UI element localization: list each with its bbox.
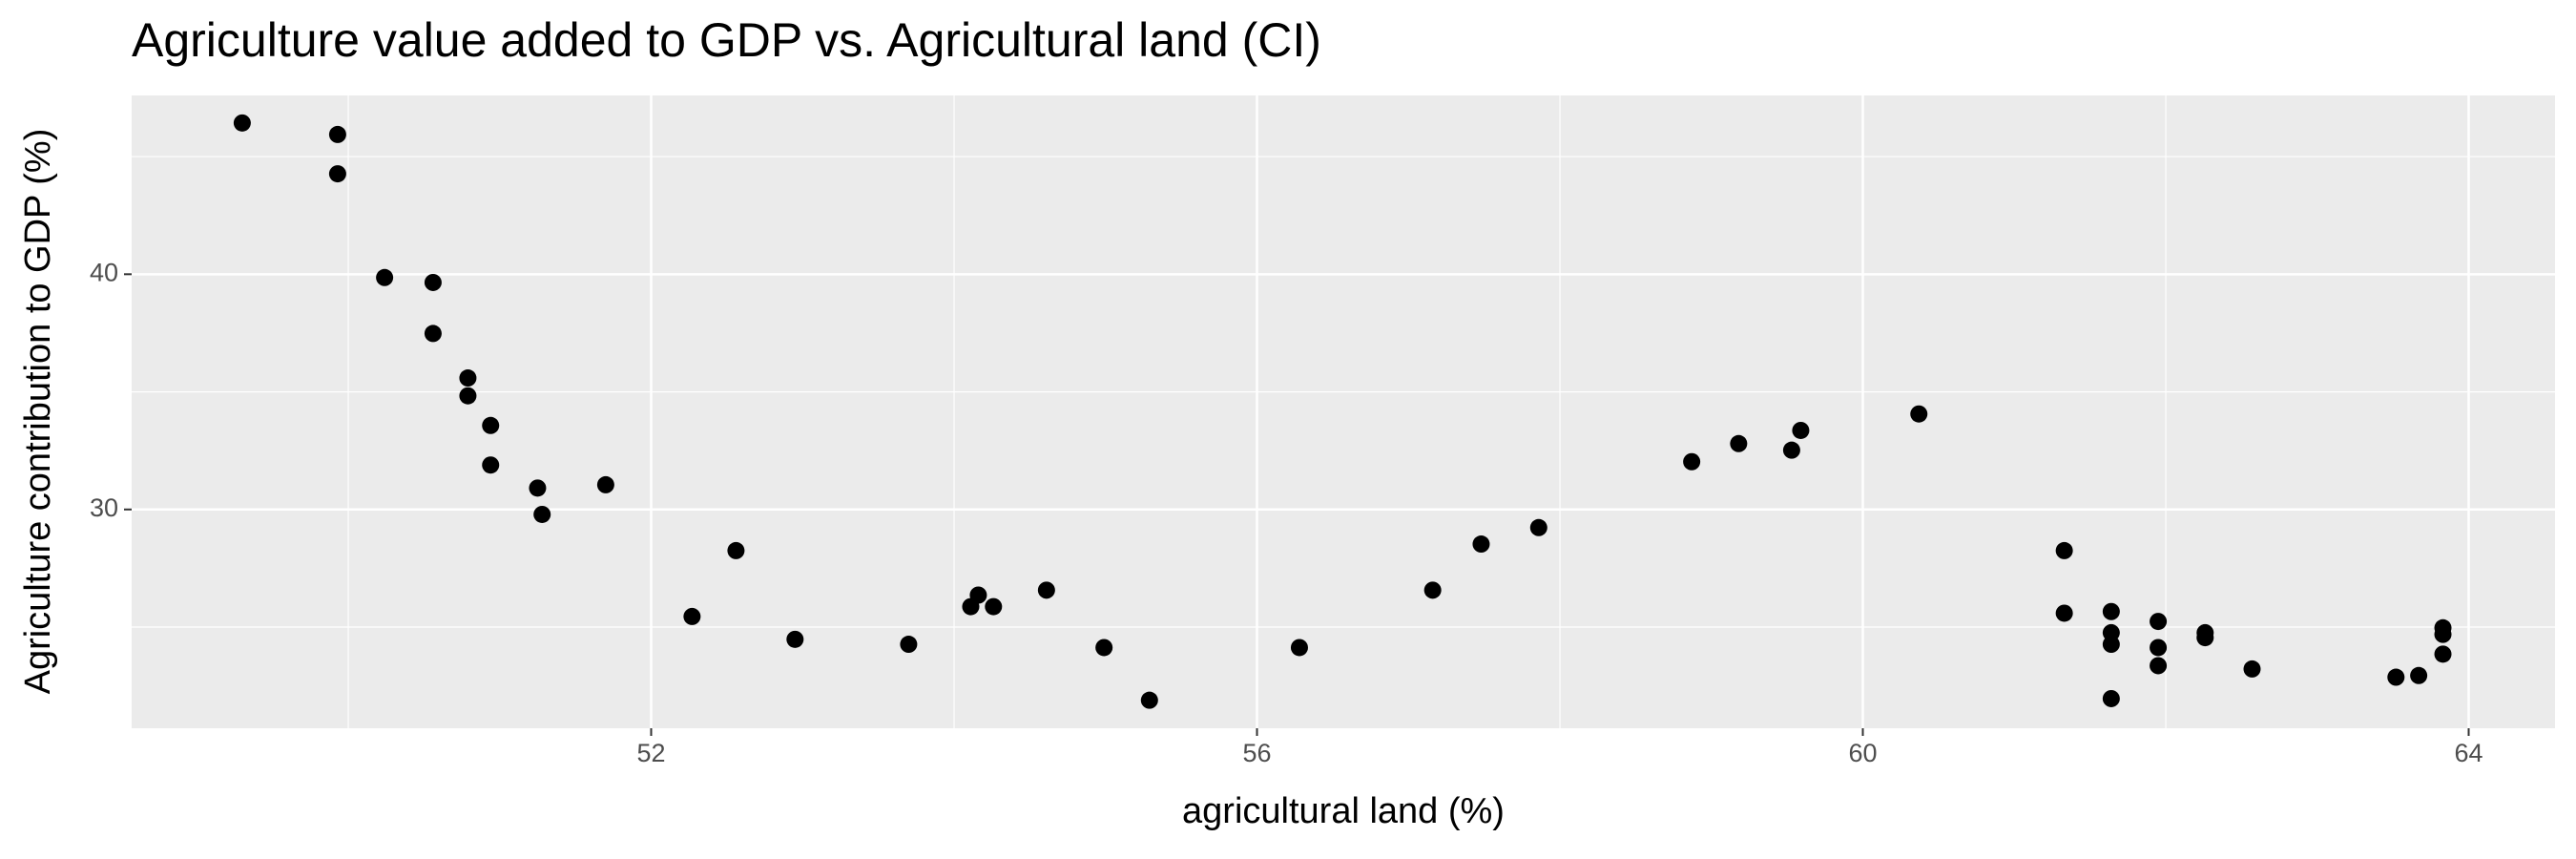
point	[1423, 581, 1442, 599]
point	[969, 586, 987, 604]
point	[2055, 604, 2073, 622]
point	[1529, 518, 1548, 536]
point	[328, 165, 346, 183]
point	[376, 268, 394, 286]
point	[233, 114, 251, 132]
point	[1683, 452, 1701, 471]
point	[2196, 629, 2214, 647]
point	[900, 636, 918, 654]
point	[1730, 434, 1748, 452]
plot-panel	[132, 95, 2555, 728]
point	[2150, 639, 2168, 657]
point	[2150, 657, 2168, 675]
point	[1095, 639, 1113, 657]
point	[1037, 581, 1055, 599]
x-tick-label: 52	[636, 739, 665, 767]
point	[459, 387, 477, 405]
point	[529, 479, 547, 497]
point	[2055, 541, 2073, 559]
point	[424, 325, 442, 343]
y-tick-label: 30	[90, 493, 118, 522]
point	[2434, 625, 2452, 643]
point	[328, 125, 346, 143]
point	[2434, 645, 2452, 663]
point	[596, 475, 614, 493]
point	[2102, 602, 2120, 620]
chart-title: Agriculture value added to GDP vs. Agric…	[132, 13, 1321, 67]
point	[2410, 666, 2428, 684]
point	[482, 456, 500, 474]
point	[2150, 613, 2168, 631]
point	[2243, 660, 2261, 678]
point	[1782, 441, 1800, 459]
point	[533, 505, 551, 523]
point	[1290, 639, 1308, 657]
point	[1140, 691, 1158, 709]
point	[1910, 405, 1928, 423]
point	[727, 541, 745, 559]
x-tick-label: 56	[1242, 739, 1271, 767]
x-axis-title: agricultural land (%)	[1182, 791, 1505, 831]
point	[786, 630, 804, 648]
point	[2102, 636, 2120, 654]
x-tick-label: 64	[2454, 739, 2483, 767]
point	[2387, 668, 2405, 686]
point	[2102, 689, 2120, 707]
y-tick-label: 40	[90, 258, 118, 286]
point	[1472, 535, 1490, 554]
point	[1792, 421, 1810, 439]
y-axis-title: Agriculture contribution to GDP (%)	[18, 129, 58, 695]
point	[985, 597, 1003, 616]
point	[459, 369, 477, 388]
point	[683, 607, 701, 625]
point	[424, 273, 442, 291]
point	[482, 416, 500, 434]
x-tick-label: 60	[1848, 739, 1877, 767]
